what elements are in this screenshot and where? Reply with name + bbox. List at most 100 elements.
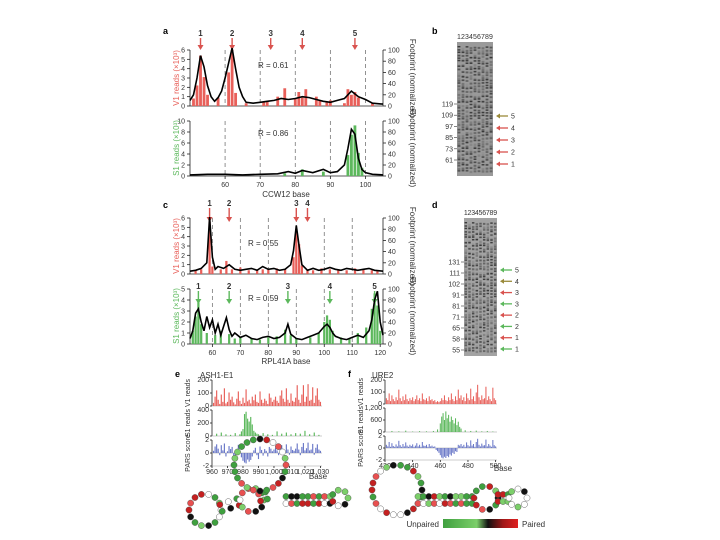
panel-d-band — [490, 304, 493, 306]
panel-a-v1-left-tick-label: 0 — [181, 104, 185, 111]
panel-b-band — [477, 79, 481, 82]
panel-b-band — [461, 50, 465, 53]
panel-b-band — [485, 133, 489, 136]
panel-b-band — [481, 114, 485, 117]
panel-b-band — [461, 162, 465, 165]
panel-d-band — [479, 262, 482, 265]
panel-b-lane-number: 3 — [465, 34, 469, 41]
panel-b-band — [481, 52, 485, 55]
panel-b-band — [489, 161, 493, 164]
panel-c-s1-bar — [295, 338, 298, 344]
panel-c-v1-right-tick-label: 60 — [388, 238, 396, 245]
panel-b-band — [489, 90, 493, 93]
panel-e-pars-bar — [251, 453, 253, 457]
panel-a-arrow-label: 1 — [198, 29, 203, 38]
panel-c-x-tick-label: 110 — [347, 350, 358, 357]
panel-d-band — [464, 324, 468, 326]
panel-b-band — [469, 87, 473, 89]
panel-b-band — [465, 126, 469, 129]
panel-f-pars-bar — [428, 444, 430, 448]
panel-d-band — [490, 336, 493, 339]
panel-d-band — [486, 316, 490, 319]
panel-b-mark-label: 2 — [511, 150, 515, 157]
panel-f-pars-bar — [402, 444, 404, 448]
panel-d-band — [471, 338, 475, 341]
panel-a-v1-right-tick-label: 20 — [388, 92, 396, 99]
rna-e-nucleotide — [185, 506, 193, 514]
panel-f-v1-bar — [441, 398, 443, 404]
rna-e-nucleotide — [256, 487, 264, 495]
panel-d-band — [475, 302, 479, 305]
panel-d-band — [468, 253, 471, 255]
panel-b-band — [465, 95, 469, 98]
panel-d-size-label: 55 — [452, 348, 460, 355]
panel-b-band — [469, 77, 473, 80]
panel-c-v1-right-tick-label: 80 — [388, 227, 396, 234]
panel-e-v1-bar — [265, 400, 267, 406]
panel-f-v1-bar — [409, 398, 411, 404]
panel-e-v1-bar — [313, 402, 315, 406]
panel-d-band — [464, 262, 468, 265]
panel-b-band — [469, 111, 473, 114]
panel-f-s1-bar — [398, 431, 400, 432]
panel-d-band — [486, 289, 490, 292]
panel-f-s1-bar — [412, 431, 414, 432]
panel-d-band — [486, 226, 490, 229]
panel-d-band — [493, 350, 497, 353]
panel-b-band — [489, 69, 493, 72]
panel-d-band — [493, 347, 497, 350]
panel-d-band — [464, 302, 468, 305]
panel-e-pars-bar — [222, 450, 224, 453]
rna-f-nucleotide — [478, 506, 486, 513]
panel-f-s1-bar — [445, 411, 447, 432]
panel-d-band — [464, 265, 468, 268]
panel-a-v1-bar — [342, 103, 346, 106]
panel-a-x-tick-label: 60 — [221, 182, 229, 189]
panel-e-s1-bar — [243, 414, 246, 436]
panel-b-band — [469, 149, 473, 152]
panel-f-pars-bar — [493, 445, 495, 448]
panel-e-x-tick-label: 990 — [253, 469, 265, 476]
panel-b-band — [465, 115, 469, 118]
rna-e-nucleotide — [258, 503, 266, 511]
panel-a-v1-bar — [297, 92, 301, 106]
panel-b-band — [481, 137, 485, 140]
panel-e-pars-bar — [319, 450, 322, 453]
panel-b-band — [469, 117, 473, 120]
panel-c-s1-bar — [348, 338, 351, 344]
panel-b-band — [481, 130, 485, 133]
panel-d-band — [486, 299, 490, 302]
panel-d-band — [493, 259, 497, 262]
panel-f-pars-bar — [391, 443, 393, 448]
panel-b-band — [465, 99, 469, 103]
panel-f-v1-bar — [431, 399, 433, 404]
panel-e-pars-bar — [296, 443, 298, 453]
rna-e-nucleotide — [211, 494, 219, 501]
panel-d-band — [490, 271, 493, 275]
panel-b-band — [465, 105, 469, 108]
panel-e-v1-bar — [304, 401, 306, 406]
panel-d-band — [479, 334, 482, 337]
panel-b-band — [461, 167, 465, 170]
panel-c-s1-bar — [373, 293, 376, 344]
panel-c-v1-bar — [362, 269, 365, 274]
panel-d-band — [471, 310, 475, 314]
panel-b-band — [473, 66, 477, 70]
panel-d-band — [490, 312, 493, 315]
panel-f-v1-bar — [416, 395, 418, 404]
panel-f-pars-bar — [478, 444, 480, 448]
panel-b-band — [473, 147, 477, 149]
panel-d-band — [471, 342, 475, 345]
panel-c-s1-left-tick-label: 3 — [181, 309, 185, 316]
panel-d-band — [482, 275, 486, 278]
panel-e-s1-bar — [267, 434, 269, 436]
panel-f-v1-bar — [402, 396, 404, 404]
panel-f-pars-bar — [463, 444, 465, 448]
panel-d-band — [479, 272, 482, 275]
rna-e-nucleotide — [224, 498, 232, 506]
panel-e-v1-bar — [291, 400, 294, 406]
panel-f-v1-bar — [457, 389, 459, 404]
panel-e-pars-bar — [268, 446, 270, 453]
panel-d-band — [479, 293, 482, 295]
panel-b-band — [469, 47, 473, 50]
